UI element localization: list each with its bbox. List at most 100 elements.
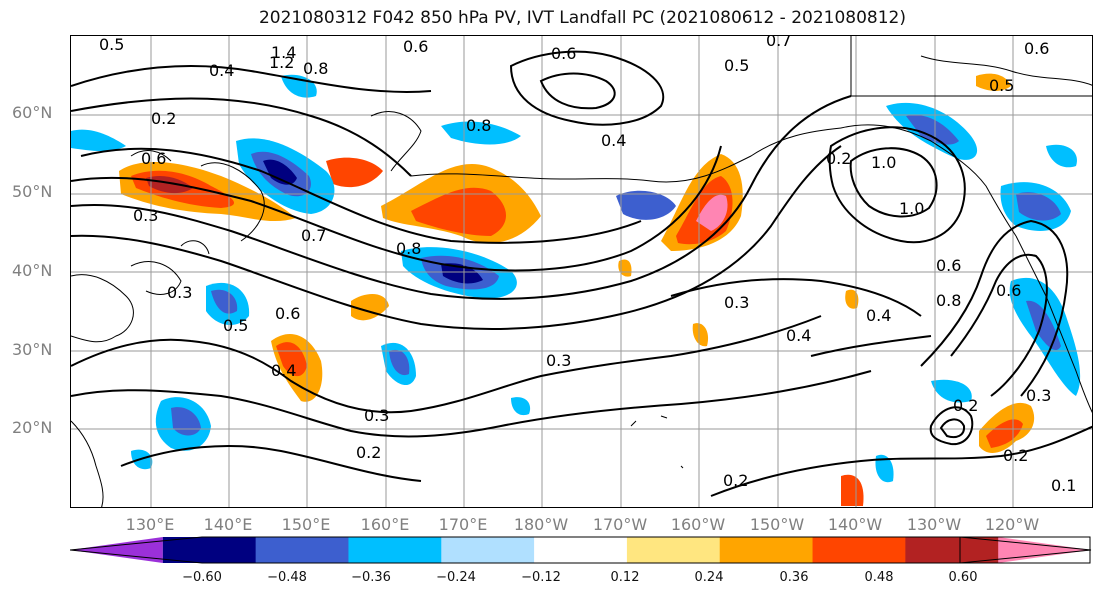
map-canvas: 0.5 1.4 1.2 0.8 0.6 0.7 0.5 0.6 0.4 0.2 … — [71, 36, 1092, 507]
colorbar-segment — [348, 537, 442, 563]
pv-negative-region — [211, 289, 238, 314]
colorbar-segment — [441, 537, 535, 563]
contour-label: 0.3 — [724, 293, 749, 312]
pv-positive-region — [841, 474, 864, 506]
contour-label: 0.6 — [403, 37, 428, 56]
lon-label: 150°E — [281, 515, 331, 534]
contour-label: 0.2 — [826, 149, 851, 168]
colorbar-tick: −0.12 — [521, 570, 561, 585]
contour-label: 1.2 — [269, 53, 294, 72]
contour-label: 0.6 — [141, 149, 166, 168]
pv-negative-region — [389, 349, 410, 376]
lon-label: 130°E — [125, 515, 175, 534]
colorbar-tick: −0.24 — [436, 570, 476, 585]
contour-label: 0.3 — [167, 283, 192, 302]
colorbar-tick: −0.60 — [182, 570, 222, 585]
contour-label: 0.6 — [551, 44, 576, 63]
pv-positive-region — [411, 187, 506, 236]
colorbar-segment — [905, 537, 999, 563]
lon-label: 140°W — [827, 515, 883, 534]
contour-label: 0.7 — [301, 226, 326, 245]
contour-label: 1.4 — [271, 43, 296, 62]
colorbar-segment — [255, 537, 349, 563]
pv-negative-region — [171, 407, 201, 436]
contour-label: 0.8 — [303, 59, 328, 78]
colorbar-tick: −0.36 — [351, 570, 391, 585]
contour-label: 0.5 — [724, 56, 749, 75]
lon-label: 170°E — [438, 515, 488, 534]
lon-label: 120°W — [984, 515, 1040, 534]
lat-label: 50°N — [12, 182, 53, 201]
contour-label: 0.6 — [936, 256, 961, 275]
pv-negative-region — [71, 129, 126, 152]
contour-label: 0.3 — [546, 351, 571, 370]
pv-negative-region — [1026, 300, 1061, 351]
colorbar-tick: 0.24 — [694, 570, 724, 585]
contour-label: 0.5 — [99, 36, 124, 54]
contour-label: 0.3 — [133, 206, 158, 225]
contour-label: 0.7 — [766, 36, 791, 50]
contour-label: 0.2 — [151, 109, 176, 128]
contour-label: 0.4 — [271, 361, 296, 380]
contour-label: 0.4 — [866, 306, 891, 325]
lat-label: 30°N — [12, 340, 53, 359]
pv-negative-region — [263, 159, 297, 185]
contour-label: 0.1 — [1051, 476, 1076, 495]
contour-label: 0.2 — [356, 443, 381, 462]
map-panel: 0.5 1.4 1.2 0.8 0.6 0.7 0.5 0.6 0.4 0.2 … — [70, 35, 1093, 508]
pv-positive-region — [845, 289, 859, 309]
contour-label: 0.4 — [786, 326, 811, 345]
contour-label: 0.2 — [953, 396, 978, 415]
colorbar-segment — [812, 537, 906, 563]
pv-positive-region — [696, 194, 728, 231]
lon-label: 160°W — [670, 515, 726, 534]
lon-label: 150°W — [749, 515, 805, 534]
contour-label: 1.0 — [899, 199, 924, 218]
lon-label: 140°E — [203, 515, 253, 534]
pv-negative-region — [906, 114, 959, 145]
contour-label: 0.6 — [275, 304, 300, 323]
contour-label: 1.0 — [871, 153, 896, 172]
pv-negative-region — [1046, 144, 1077, 168]
contour-label: 0.6 — [1024, 39, 1049, 58]
pv-positive-region — [326, 157, 383, 188]
contour-label: 0.4 — [601, 131, 626, 150]
lat-label: 40°N — [12, 261, 53, 280]
colorbar-segment — [719, 537, 814, 563]
pv-negative-region — [616, 190, 676, 220]
colorbar-tick: −0.48 — [267, 570, 307, 585]
pv-negative-region — [875, 454, 894, 483]
pv-positive-region — [692, 323, 709, 347]
colorbar-tick: 0.48 — [864, 570, 894, 585]
colorbar-segment — [998, 537, 1091, 563]
colorbar — [70, 536, 1092, 564]
lat-label: 20°N — [12, 418, 53, 437]
colorbar-segment — [626, 537, 721, 563]
lon-label: 180°W — [513, 515, 569, 534]
pv-negative-region — [931, 379, 972, 403]
pv-negative-region — [511, 397, 531, 416]
contour-label: 0.3 — [1026, 386, 1051, 405]
lon-label: 170°W — [592, 515, 648, 534]
pv-negative-region — [441, 121, 521, 145]
pv-negative-region — [1016, 192, 1061, 221]
contour-label-layer: 0.5 1.4 1.2 0.8 0.6 0.7 0.5 0.6 0.4 0.2 … — [99, 36, 1076, 495]
lat-label: 60°N — [12, 103, 53, 122]
contour-label: 0.8 — [396, 239, 421, 258]
pv-positive-region — [618, 259, 632, 277]
colorbar-segment — [162, 537, 257, 563]
pv-positive-region — [976, 73, 1011, 91]
colorbar-segments — [70, 537, 1091, 563]
colorbar-tick: 0.36 — [779, 570, 809, 585]
colorbar-extend-max — [959, 536, 1092, 564]
pv-negative-region — [441, 263, 483, 284]
colorbar-segment — [534, 537, 628, 563]
lon-label: 160°E — [360, 515, 410, 534]
colorbar-tick: 0.60 — [948, 570, 978, 585]
colorbar-segment — [70, 537, 163, 563]
contour-label: 0.2 — [723, 471, 748, 490]
lon-label: 130°W — [906, 515, 962, 534]
contour-label: 0.4 — [209, 61, 234, 80]
contour-label: 0.5 — [989, 76, 1014, 95]
contour-label: 0.8 — [936, 291, 961, 310]
